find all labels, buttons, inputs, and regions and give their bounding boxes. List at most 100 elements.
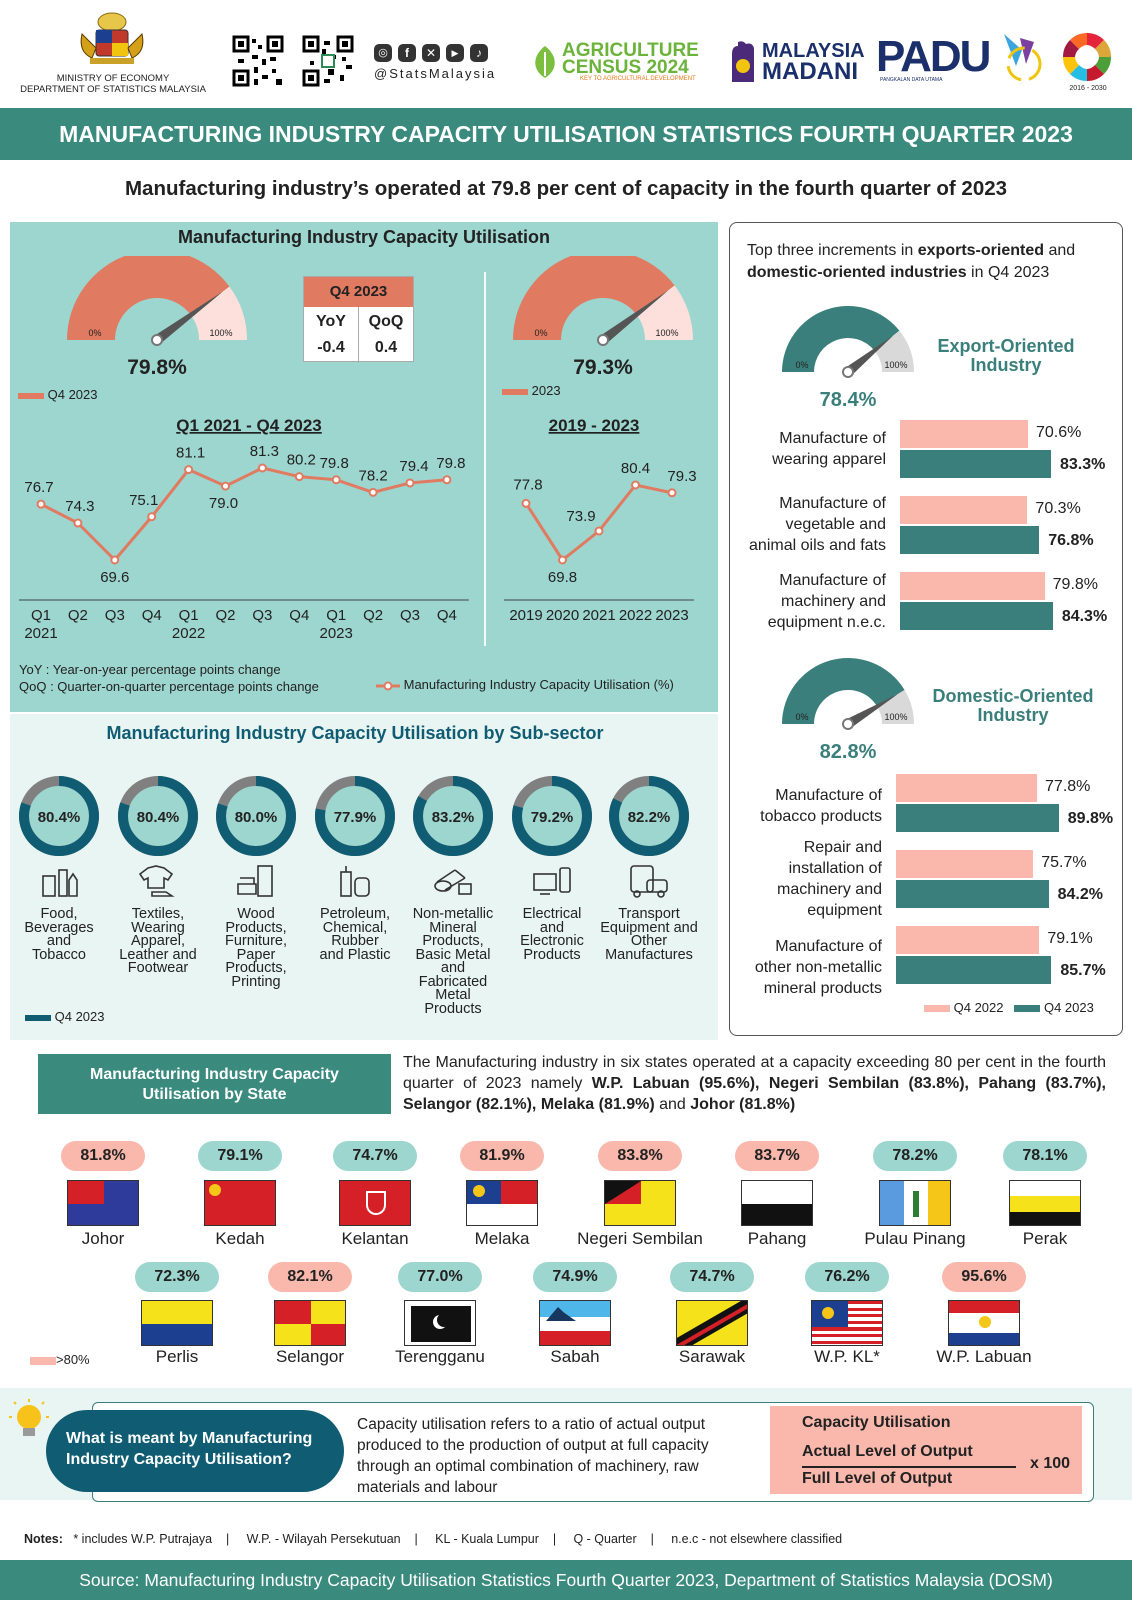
subsector-name-line: Products, (225, 919, 287, 936)
state-value-pill: 82.1% (268, 1262, 352, 1292)
state-legend-swatch (30, 1356, 56, 1365)
icon-shape (354, 877, 370, 897)
lightbulb-icon (9, 1399, 49, 1436)
line-point (184, 465, 194, 475)
subsector-name-line: Rubber (331, 933, 379, 949)
flag-part (1010, 1181, 1080, 1196)
line-point (594, 526, 604, 536)
bar-category-label: Manufacture of tobacco products (692, 785, 882, 827)
bar-q4-2023-label: 89.8% (1067, 810, 1114, 827)
flag-part (68, 1181, 104, 1204)
bar-q4-2023 (896, 880, 1049, 908)
gauge-hub (597, 334, 609, 346)
subsector-name-line: Furniture, (224, 933, 288, 949)
line-x-tick-label: 2021 (582, 607, 615, 624)
line-data-label: 69.6 (100, 569, 129, 586)
instagram-icon[interactable]: ◎ (374, 44, 392, 62)
subsector-name-line: Footwear (127, 960, 189, 976)
icon-shape (151, 891, 175, 897)
note-separator: | (414, 1532, 418, 1546)
bar-q4-2022 (900, 572, 1045, 600)
bar-q4-2022 (896, 926, 1040, 954)
gauge-max-label: 100% (884, 360, 907, 370)
social-handle[interactable]: @StatsMalaysia (374, 66, 497, 81)
bar-q4-2022 (896, 850, 1034, 878)
line-x-tick-label: Q2 (215, 607, 235, 624)
line-point (558, 555, 567, 565)
intro-domestic-bold: domestic-oriented industries (747, 264, 967, 281)
agri-census-line1: AGRICULTURE (562, 40, 699, 61)
note-putrajaya: * includes W.P. Putrajaya (73, 1532, 213, 1546)
state-title-line1: Manufacturing Industry Capacity (90, 1066, 339, 1083)
bar-q4-2022-label: 79.1% (1047, 930, 1093, 947)
definition-line2: produced to the production of output at … (357, 1437, 709, 1454)
perlis-flag-icon (141, 1300, 213, 1346)
icon-shape (257, 865, 273, 897)
qr-code-icon[interactable] (302, 35, 354, 87)
subsector-name-line: Textiles, (131, 906, 185, 922)
donut-value-arc (118, 776, 198, 856)
intro-text: Top three increments in (747, 242, 918, 259)
bar-category-line: Manufacture of (775, 938, 882, 955)
bar-category-line: animal oils and fats (749, 537, 886, 554)
subsector-name-line: Printing (231, 973, 281, 990)
gauge-year-legend-label: 2023 (531, 383, 561, 398)
subsector-name: Petroleum, Chemical, Rubber and Plastic (300, 907, 410, 962)
icon-shape (237, 877, 257, 895)
formula-title: Capacity Utilisation (802, 1414, 951, 1431)
definition-text: Capacity utilisation refers to a ratio o… (357, 1414, 757, 1498)
state-summary: The Manufacturing industry in six states… (403, 1052, 1106, 1115)
agri-census-line2: CENSUS 2024 (562, 57, 689, 78)
bar-category-line: mineral products (763, 980, 882, 997)
tv-phone-icon (533, 867, 571, 895)
madani-line2: MADANI (762, 58, 858, 85)
export-title: Export-Oriented Industry (916, 337, 1096, 375)
bar-q4-2023-label: 76.8% (1048, 532, 1094, 549)
state-legend: >80% (30, 1352, 90, 1367)
line-data-label: 79.3 (667, 468, 696, 485)
subsector-legend: Q4 2023 (25, 1009, 105, 1024)
donut-value-label: 82.2% (628, 809, 671, 826)
line-chart-title: Q1 2021 - Q4 2023 (176, 416, 322, 435)
state-value-pill: 74.7% (670, 1262, 754, 1292)
tiktok-icon[interactable]: ♪ (470, 44, 488, 62)
main-panel-title: Manufacturing Industry Capacity Utilisat… (177, 227, 551, 247)
bar-category-label: Repair and installation of machinery and eq… (692, 837, 882, 921)
formula-numerator: Actual Level of Output (802, 1443, 973, 1460)
gauge-remaining-arc (877, 690, 914, 724)
facebook-icon[interactable]: f (398, 44, 416, 62)
line-data-label: 75.1 (129, 492, 158, 509)
subsector-donut: 83.2% (413, 776, 493, 856)
gauge-value-label: 79.3% (573, 356, 633, 379)
state-title-box: Manufacturing Industry Capacity Utilisat… (38, 1054, 391, 1114)
flag-part (949, 1301, 1019, 1313)
bar-q4-2022-label: 75.7% (1041, 854, 1087, 871)
state-value-pill: 83.8% (598, 1141, 682, 1171)
bar-category-line: Manufacture of (779, 495, 886, 512)
domestic-title-line2: Industry (977, 705, 1049, 725)
formula-box: Capacity Utilisation Actual Level of Out… (770, 1406, 1082, 1494)
panel-divider (484, 272, 486, 646)
state-name: Pulau Pinang (864, 1229, 966, 1248)
subsector-name-line: Non-metallic (412, 906, 494, 922)
flag-part (540, 1331, 610, 1345)
flag-part (437, 1313, 451, 1327)
state-name: W.P. Labuan (936, 1347, 1032, 1366)
icon-shape (138, 865, 174, 889)
subsector-name-line: and (46, 933, 72, 949)
youtube-icon[interactable]: ▶ (446, 44, 464, 62)
note-separator: | (552, 1532, 557, 1546)
flag-part (812, 1334, 882, 1338)
flag-part (142, 1301, 212, 1324)
notes-label: Notes: (24, 1532, 63, 1546)
state-name: Kelantan (341, 1229, 409, 1248)
subsector-title: Manufacturing Industry Capacity Utilisat… (106, 723, 604, 743)
bar-q4-2023-label: 84.3% (1061, 608, 1108, 625)
x-twitter-icon[interactable]: ✕ (422, 44, 440, 62)
icon-shape (657, 890, 665, 898)
bar-category-line: installation of (788, 860, 882, 877)
gauge-filled-arc (782, 658, 905, 724)
bus-car-icon (630, 865, 668, 898)
qr-code-icon[interactable] (232, 35, 284, 87)
line-point (521, 498, 531, 508)
